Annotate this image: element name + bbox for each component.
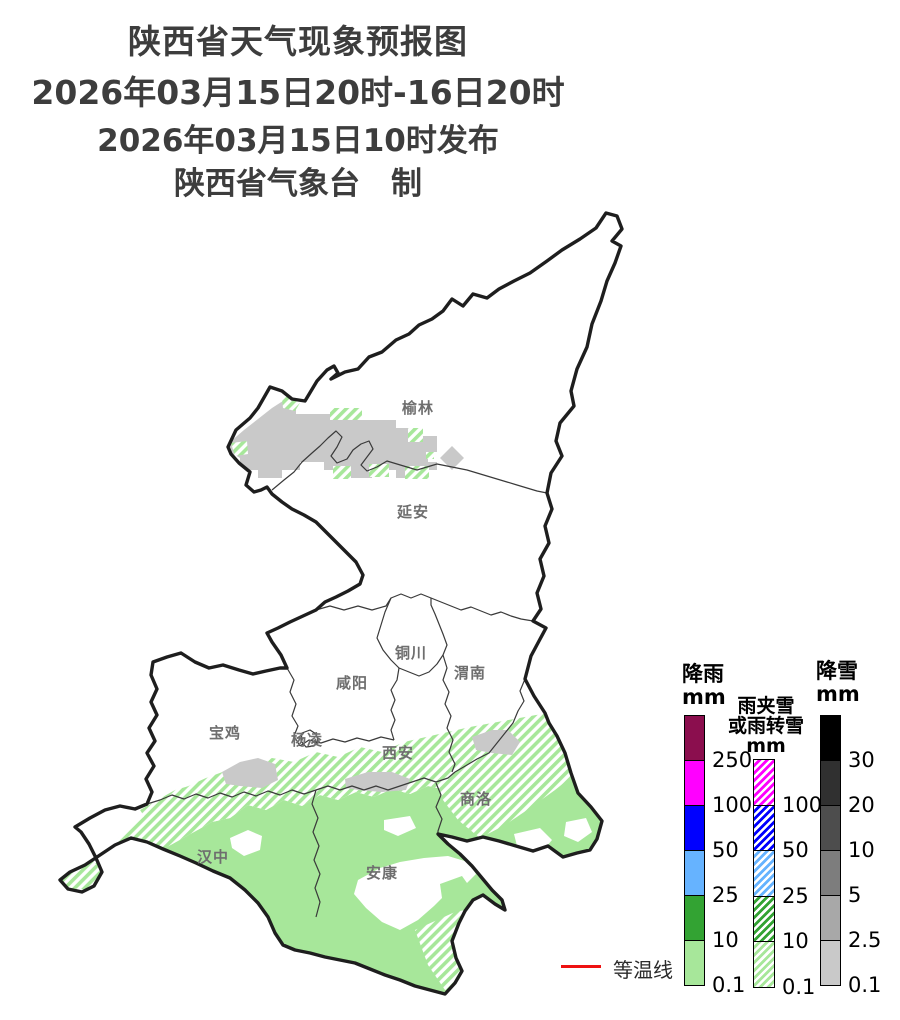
legend-snow-segment-2 bbox=[820, 805, 841, 851]
light-snow-region-north bbox=[230, 399, 437, 478]
city-label-yanan: 延安 bbox=[396, 503, 429, 521]
legend-snow-segment-1 bbox=[820, 760, 841, 806]
legend-rain-label-3: 25 bbox=[712, 883, 739, 907]
legend-rain-unit: mm bbox=[682, 685, 726, 709]
legend-snow-label-1: 20 bbox=[848, 793, 875, 817]
legend-sleet-name-1: 雨夹雪 bbox=[737, 695, 795, 717]
legend-sleet-segment-2 bbox=[753, 850, 775, 897]
legend-rain-segment-5 bbox=[684, 940, 705, 986]
page-title: 陕西省天气现象预报图 bbox=[128, 22, 468, 61]
city-labels: 榆林 延安 铜川 渭南 咸阳 宝鸡 杨凌 西安 商洛 汉中 安康 bbox=[197, 399, 492, 882]
legend-sleet-label-1: 50 bbox=[782, 838, 809, 863]
legend-sleet-segment-3 bbox=[753, 895, 775, 943]
legend-rain-label-2: 50 bbox=[712, 838, 739, 862]
legend-title-sleet: 雨夹雪 或雨转雪 mm bbox=[722, 696, 810, 756]
producer: 陕西省气象台 制 bbox=[174, 166, 422, 202]
forecast-period: 2026年03月15日20时-16日20时 bbox=[31, 73, 565, 112]
light-rain-patch bbox=[440, 876, 472, 904]
legend-rain-name: 降雨 bbox=[682, 662, 724, 686]
legend-title-rain: 降雨 mm bbox=[682, 663, 726, 709]
legend-snow-unit: mm bbox=[816, 682, 860, 706]
city-label-weinan: 渭南 bbox=[454, 664, 486, 682]
legend-title-snow: 降雪 mm bbox=[816, 660, 860, 706]
legend-rain-label-0: 250 bbox=[712, 748, 753, 772]
legend-snow-segment-5 bbox=[820, 940, 841, 986]
legend-rain-segment-0 bbox=[684, 715, 705, 761]
legend-snow-label-2: 10 bbox=[848, 838, 875, 862]
sleet-patch-north bbox=[408, 428, 423, 442]
legend-sleet-name-2: 或雨转雪 bbox=[727, 715, 804, 737]
legend-snow-label-0: 30 bbox=[848, 748, 875, 772]
prefecture-boundaries bbox=[146, 430, 548, 918]
title-block: 陕西省天气现象预报图 2026年03月15日20时-16日20时 2026年03… bbox=[8, 22, 588, 202]
sleet-patch-north bbox=[231, 441, 248, 456]
legend-snow-label-4: 2.5 bbox=[848, 928, 882, 952]
sleet-region-baoji-south bbox=[140, 780, 225, 835]
city-label-tongchuan: 铜川 bbox=[395, 644, 427, 662]
city-label-hanzhong: 汉中 bbox=[197, 848, 229, 866]
light-snow-patch bbox=[222, 758, 278, 788]
province-outline bbox=[58, 211, 624, 996]
legend-sleet-unit: mm bbox=[746, 735, 786, 757]
isotherm-line-sample bbox=[561, 965, 601, 968]
legend-snow-segment-4 bbox=[820, 895, 841, 941]
legend-rain-segment-3 bbox=[684, 850, 705, 896]
legend-rain-segment-2 bbox=[684, 805, 705, 851]
legend-snow-name: 降雪 bbox=[816, 659, 858, 683]
city-label-baoji: 宝鸡 bbox=[209, 724, 241, 742]
legend-sleet-segment-1 bbox=[753, 804, 775, 852]
issue-time: 2026年03月15日10时发布 bbox=[97, 123, 499, 159]
light-snow-patch bbox=[472, 730, 520, 755]
city-label-ankang: 安康 bbox=[366, 864, 398, 882]
legend-rain-label-1: 100 bbox=[712, 793, 753, 817]
legend-sleet-label-3: 10 bbox=[782, 929, 809, 954]
sleet-patch-north bbox=[369, 464, 389, 477]
legend-sleet-label-2: 25 bbox=[782, 883, 809, 908]
no-precip-hole bbox=[384, 816, 416, 836]
sleet-patch-north bbox=[426, 452, 434, 459]
sleet-patch-north bbox=[330, 408, 362, 420]
legend-sleet-label-0: 100 bbox=[782, 792, 823, 817]
city-label-yangling: 杨凌 bbox=[291, 731, 323, 749]
no-precip-hole bbox=[564, 818, 592, 842]
isotherm-label: 等温线 bbox=[613, 958, 673, 982]
legend-rain-label-4: 10 bbox=[712, 928, 739, 952]
legend-sleet-segment-4 bbox=[753, 941, 775, 988]
legend-sleet-label-4: 0.1 bbox=[782, 975, 816, 999]
legend-snow-segment-3 bbox=[820, 850, 841, 896]
city-label-xian: 西安 bbox=[382, 744, 414, 762]
light-snow-patch bbox=[345, 772, 410, 792]
city-label-xianyang: 咸阳 bbox=[336, 674, 368, 692]
sleet-patch-north bbox=[405, 466, 429, 479]
light-snow-diamond bbox=[440, 446, 464, 470]
legend-rain-segment-4 bbox=[684, 895, 705, 941]
legend-snow-label-5: 0.1 bbox=[848, 973, 882, 997]
city-label-shangluo: 商洛 bbox=[460, 790, 492, 808]
legend-rain-segment-1 bbox=[684, 760, 705, 806]
sleet-patch-north bbox=[333, 466, 351, 479]
no-precip-hole bbox=[230, 830, 262, 856]
legend-rain-label-5: 0.1 bbox=[712, 973, 746, 997]
legend-snow-segment-0 bbox=[820, 715, 841, 761]
city-label-yulin: 榆林 bbox=[402, 399, 434, 417]
no-precip-hole bbox=[354, 856, 476, 930]
legend-snow-label-3: 5 bbox=[848, 883, 862, 907]
legend-sleet-segment-0 bbox=[753, 759, 775, 806]
